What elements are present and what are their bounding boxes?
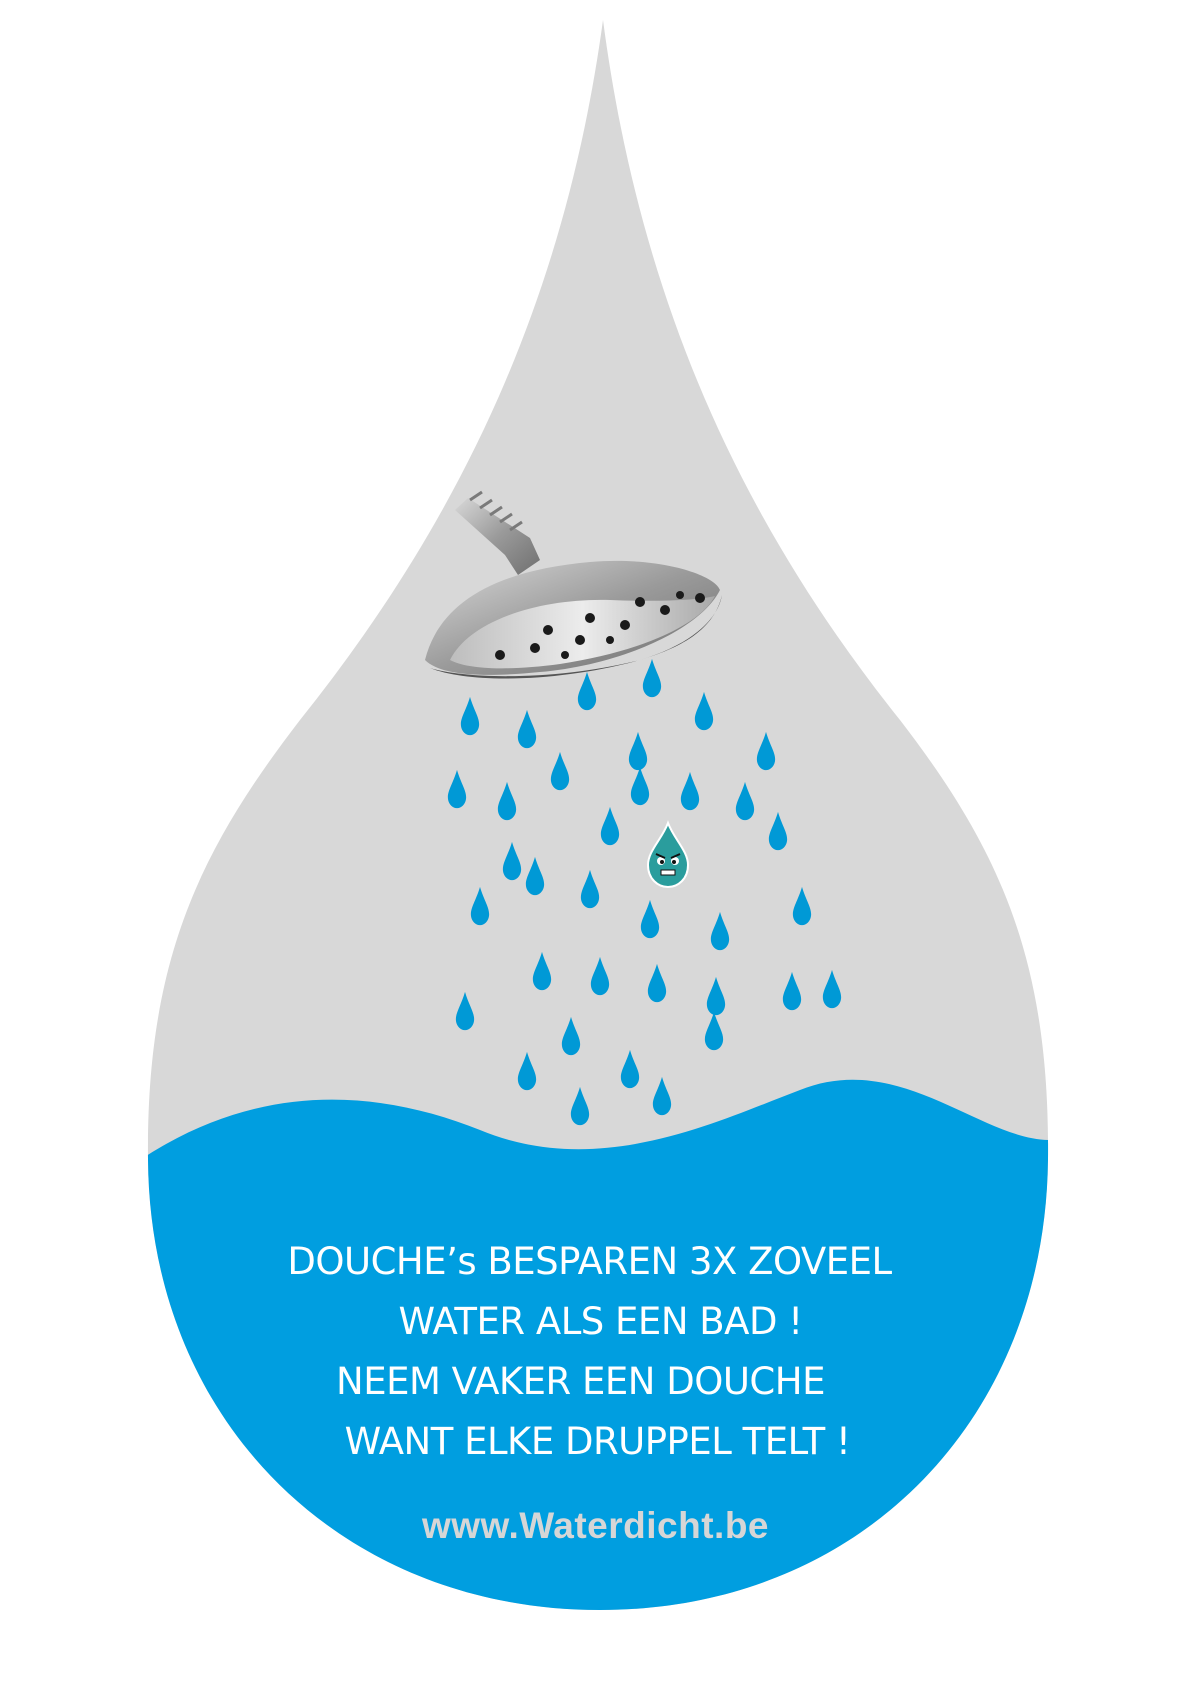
message-line-1: DOUCHE’s BESPAREN 3X ZOVEEL: [287, 1240, 892, 1283]
message-line-2: WATER ALS EEN BAD !: [398, 1300, 803, 1343]
message-line-3: NEEM VAKER EEN DOUCHE: [336, 1360, 825, 1403]
water-wave: [147, 1079, 1049, 1610]
angry-droplet-mascot-icon: [646, 820, 690, 889]
website-link[interactable]: www.Waterdicht.be: [421, 1505, 769, 1546]
message-line-4: WANT ELKE DRUPPEL TELT !: [344, 1420, 851, 1463]
shower-head-icon: [425, 490, 722, 679]
